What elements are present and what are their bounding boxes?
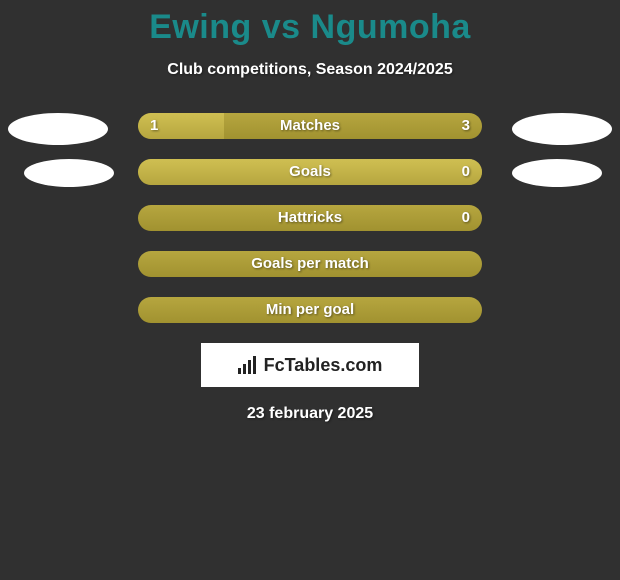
generated-date: 23 february 2025 (0, 405, 620, 423)
player-a-name: Ewing (149, 8, 252, 46)
source-logo-text: FcTables.com (264, 355, 383, 376)
stat-label: Min per goal (138, 297, 482, 323)
stat-row-hattricks: Hattricks 0 (138, 205, 482, 231)
stat-row-goals: Goals 0 (138, 159, 482, 185)
player-b-name: Ngumoha (311, 8, 471, 46)
stat-row-min-per-goal: Min per goal (138, 297, 482, 323)
vs-separator: vs (262, 8, 301, 46)
player-a-placeholder-oval-2 (24, 159, 114, 187)
player-a-placeholder-oval (8, 113, 108, 145)
source-logo-box: FcTables.com (201, 343, 419, 387)
player-b-placeholder-oval-2 (512, 159, 602, 187)
stat-label: Matches (138, 113, 482, 139)
comparison-widget: Ewing vs Ngumoha Club competitions, Seas… (0, 0, 620, 580)
stat-row-goals-per-match: Goals per match (138, 251, 482, 277)
stat-label: Goals per match (138, 251, 482, 277)
player-b-placeholder-oval (512, 113, 612, 145)
stat-row-matches: 1 Matches 3 (138, 113, 482, 139)
stat-label: Goals (138, 159, 482, 185)
source-logo: FcTables.com (238, 355, 383, 376)
stat-label: Hattricks (138, 205, 482, 231)
comparison-rows: 1 Matches 3 Goals 0 Hattricks 0 (0, 113, 620, 323)
stat-value-right: 3 (462, 113, 470, 139)
stat-value-right: 0 (462, 205, 470, 231)
page-title: Ewing vs Ngumoha (0, 0, 620, 47)
bars-icon (238, 356, 258, 374)
stat-value-right: 0 (462, 159, 470, 185)
competition-subtitle: Club competitions, Season 2024/2025 (0, 61, 620, 79)
